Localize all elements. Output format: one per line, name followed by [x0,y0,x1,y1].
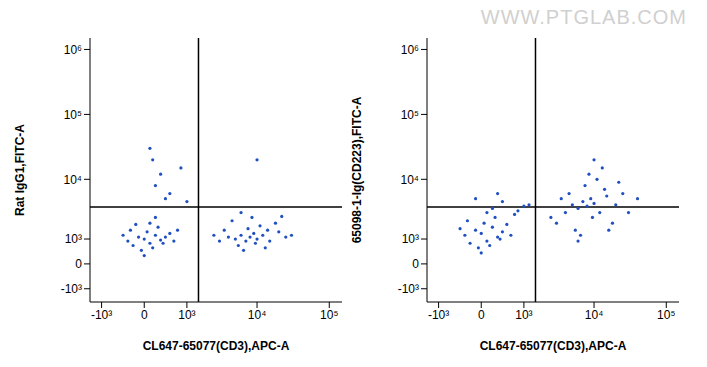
svg-text:10⁴: 10⁴ [585,308,604,322]
svg-text:10³: 10³ [65,232,82,246]
svg-text:-10³: -10³ [398,282,419,296]
svg-text:10⁵: 10⁵ [320,308,338,322]
svg-text:-10³: -10³ [428,308,449,322]
svg-text:10³: 10³ [402,232,419,246]
svg-text:CL647-65077(CD3),APC-A: CL647-65077(CD3),APC-A [143,339,290,353]
svg-text:10⁶: 10⁶ [401,43,419,57]
svg-text:10⁵: 10⁵ [401,108,419,122]
svg-text:65098-1-Ig(CD223),FITC-A: 65098-1-Ig(CD223),FITC-A [350,96,364,243]
svg-text:Rat IgG1,FITC-A: Rat IgG1,FITC-A [13,124,27,216]
svg-text:10³: 10³ [178,308,195,322]
svg-text:0: 0 [412,257,419,271]
svg-text:0: 0 [141,308,148,322]
svg-text:10⁶: 10⁶ [64,43,82,57]
svg-text:0: 0 [75,257,82,271]
svg-text:10⁴: 10⁴ [400,173,419,187]
svg-text:0: 0 [478,308,485,322]
svg-text:CL647-65077(CD3),APC-A: CL647-65077(CD3),APC-A [480,339,627,353]
svg-text:10⁴: 10⁴ [248,308,267,322]
svg-text:10⁵: 10⁵ [64,108,82,122]
svg-text:-10³: -10³ [91,308,112,322]
html-text:WWW.PTGLAB.COM: WWW.PTGLAB.COM [480,6,687,28]
svg-text:-10³: -10³ [61,282,82,296]
svg-text:10⁵: 10⁵ [657,308,675,322]
svg-text:10³: 10³ [515,308,532,322]
svg-text:10⁴: 10⁴ [63,173,82,187]
